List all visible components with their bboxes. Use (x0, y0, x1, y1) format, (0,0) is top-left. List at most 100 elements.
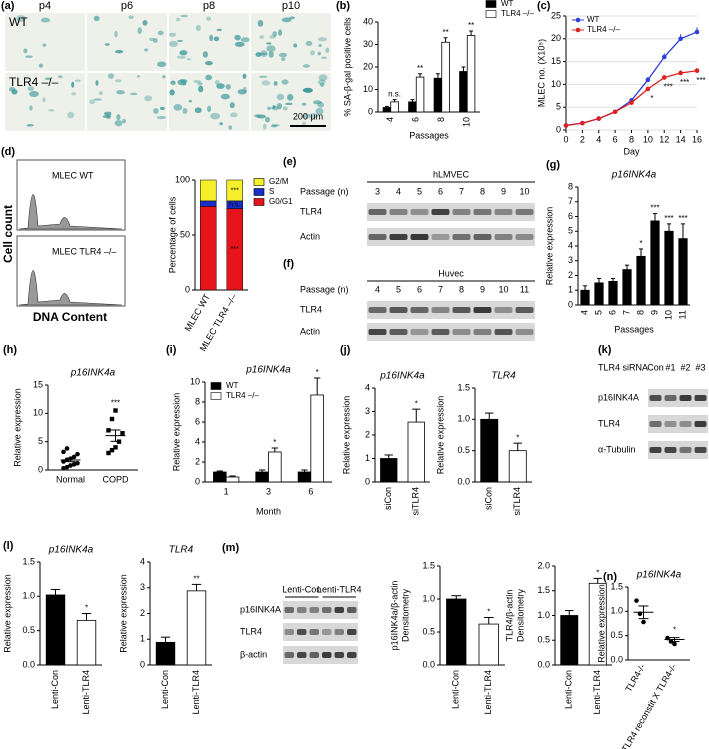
stained-cell (169, 40, 178, 48)
panel-label: (g) (546, 159, 560, 171)
stained-cell (285, 102, 293, 106)
row-label: p16INK4A (598, 392, 639, 402)
stained-cell (276, 102, 283, 110)
point (612, 109, 618, 115)
stained-cell (26, 123, 34, 127)
y-tick-label: 1.0 (537, 610, 550, 620)
point (113, 445, 118, 450)
y-tick-label: 1 (140, 634, 145, 644)
band (649, 395, 662, 401)
band (664, 421, 677, 427)
y-tick-label: 3 (140, 582, 145, 592)
y-tick-label: 2 (365, 429, 370, 439)
lane-label: 8 (459, 284, 464, 294)
stained-cell (302, 113, 311, 119)
legend-label: WT (501, 0, 514, 8)
bar-segment (200, 179, 217, 202)
stained-cell (209, 34, 214, 42)
x-tick-label: 6 (613, 134, 618, 144)
bar (588, 582, 607, 666)
band (679, 395, 692, 401)
y-tick-label: 1 (568, 285, 573, 295)
band (334, 629, 344, 635)
y-axis-label: MLEC no. (X10⁵) (536, 39, 546, 107)
stained-cell (213, 36, 220, 42)
x-tick-label: 16 (692, 134, 702, 144)
stained-cell (318, 74, 328, 82)
y-tick-label: 1.5 (537, 585, 550, 595)
band (368, 234, 387, 240)
band (452, 307, 471, 313)
lane-label: Con (647, 362, 664, 372)
point (563, 123, 569, 128)
band (322, 607, 332, 613)
stained-cell (177, 39, 184, 42)
y-tick-label: 20 (363, 61, 373, 71)
band (452, 234, 471, 240)
point (120, 430, 125, 436)
legend-label: WT (226, 381, 239, 390)
stained-cell (38, 63, 44, 68)
band (410, 307, 429, 313)
stained-cell (114, 30, 118, 38)
stained-cell (214, 80, 220, 85)
significance: * (650, 94, 653, 103)
y-tick-label: 1.5 (22, 556, 35, 566)
stained-cell (129, 92, 138, 96)
x-tick-label: 12 (659, 134, 669, 144)
stained-cell (315, 108, 324, 115)
stained-cell (207, 105, 212, 113)
band (494, 234, 513, 240)
stained-cell (302, 88, 313, 93)
row-label: WT (9, 15, 28, 29)
y-tick-label: 1.5 (422, 560, 435, 570)
lane-header: TLR4 siRNA (598, 362, 648, 372)
stained-cell (153, 108, 159, 114)
lane-label: 5 (396, 284, 401, 294)
stained-cell (42, 97, 46, 103)
lane-label: 4 (375, 284, 380, 294)
stained-cell (173, 103, 183, 111)
y-tick-label: 8 (568, 181, 573, 191)
legend-label: G2/M (269, 177, 289, 186)
y-tick-label: 4 (195, 436, 200, 446)
point (106, 450, 111, 456)
x-tick-label: Ec-TLR4 reconstit X TLR4-/- (613, 662, 678, 749)
point (64, 446, 70, 451)
stained-cell (180, 14, 188, 18)
legend-swatch (485, 0, 497, 8)
row-label: β-actin (240, 649, 267, 659)
band (649, 447, 662, 453)
y-tick-label: 3 (568, 255, 573, 265)
y-tick-label: 2 (140, 608, 145, 618)
y-axis-label: Relative expression (118, 574, 128, 653)
stained-cell (157, 30, 164, 36)
lane-label: 3 (375, 186, 380, 196)
stained-cell (301, 102, 307, 106)
y-tick-label: 0.5 (537, 635, 550, 645)
bar (678, 238, 688, 306)
stained-cell (182, 108, 188, 115)
legend-label: WT (587, 15, 600, 24)
panel-label: (l) (3, 540, 14, 552)
point (61, 466, 66, 471)
band (410, 329, 429, 335)
lane-group-label: Lenti-Con (282, 584, 321, 594)
x-axis-label: DNA Content (33, 310, 107, 324)
stained-cell (289, 16, 295, 20)
bar (408, 101, 417, 113)
bar (213, 471, 227, 483)
x-tick-label: siTLR4 (411, 487, 421, 516)
panel-label: (i) (166, 344, 177, 356)
stained-cell (16, 15, 26, 23)
stained-cell (157, 61, 167, 68)
stained-cell (278, 29, 283, 36)
row-label: Actin (300, 231, 320, 241)
bar-segment (200, 200, 217, 207)
bar (407, 421, 425, 483)
chart-title: p16INK4a (611, 170, 657, 181)
series-line (565, 31, 698, 127)
y-tick-label: 5 (38, 436, 43, 446)
stained-cell (75, 79, 81, 82)
y-tick-label: 0.0 (610, 654, 623, 664)
